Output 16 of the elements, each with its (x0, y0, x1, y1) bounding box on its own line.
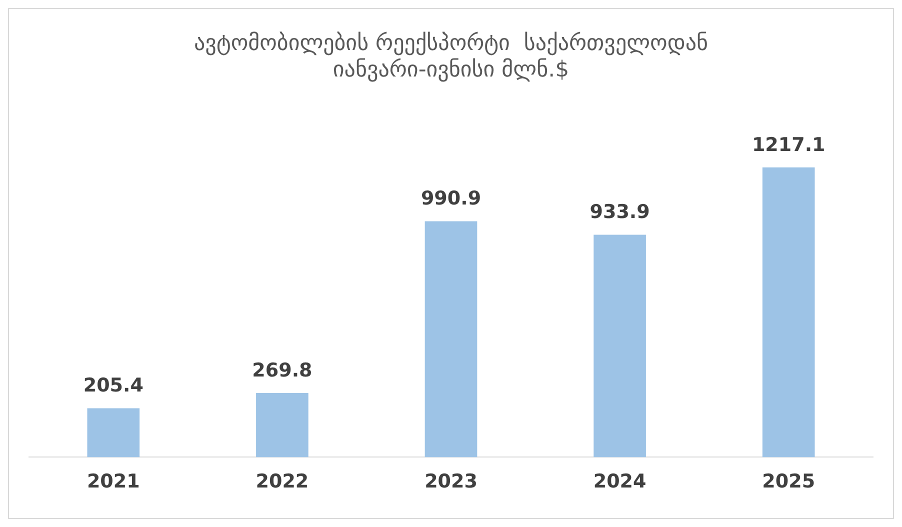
x-tick-label: 2021 (86, 470, 140, 493)
data-label: 205.4 (83, 374, 144, 397)
bar (87, 408, 140, 458)
x-tick-label: 2023 (424, 470, 478, 493)
data-label: 990.9 (420, 188, 482, 210)
bar (762, 167, 815, 458)
chart-title: ავტომობილების რეექსპორტი საქართველოდან იანვარი-ივნისი მლნ.$ (194, 30, 708, 82)
x-tick-label: 2024 (593, 470, 646, 493)
bar (594, 234, 646, 458)
data-label: 1217.1 (752, 134, 826, 156)
bar (256, 392, 308, 458)
data-label: 269.8 (252, 359, 312, 382)
x-tick-label: 2022 (256, 470, 309, 493)
x-tick-label: 2025 (762, 470, 816, 493)
bar (424, 221, 478, 458)
data-label: 933.9 (590, 201, 650, 224)
